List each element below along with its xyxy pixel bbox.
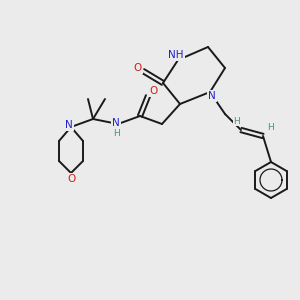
Text: H: H xyxy=(112,128,119,137)
Text: O: O xyxy=(149,86,157,96)
Text: O: O xyxy=(134,63,142,73)
Text: N: N xyxy=(208,91,216,101)
Text: NH: NH xyxy=(168,50,184,60)
Text: H: H xyxy=(234,116,240,125)
Text: N: N xyxy=(112,118,120,128)
Text: O: O xyxy=(67,174,75,184)
Text: N: N xyxy=(65,120,73,130)
Text: H: H xyxy=(267,124,273,133)
